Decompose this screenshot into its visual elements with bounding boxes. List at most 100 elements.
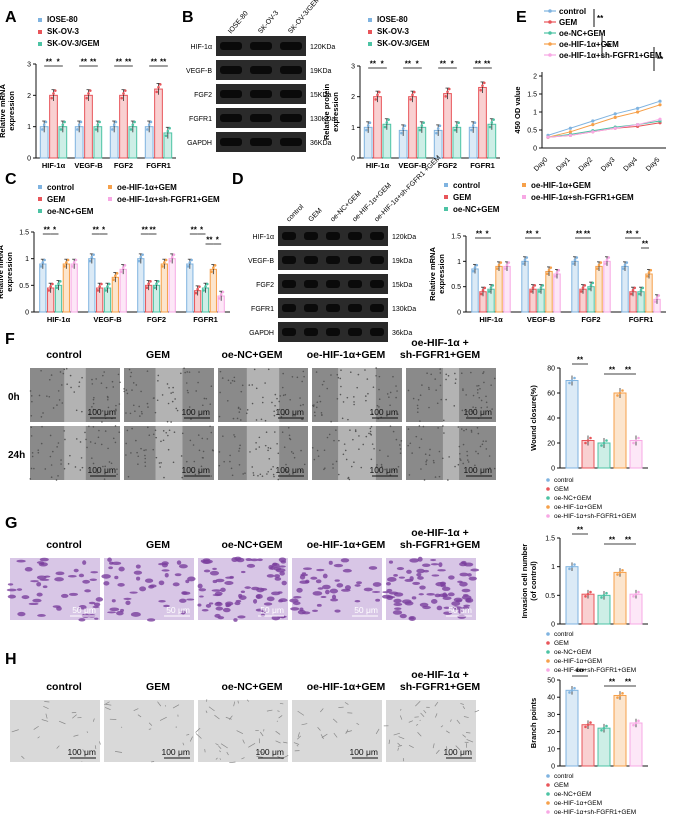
stained-cell xyxy=(238,593,243,598)
y-axis-label: expression xyxy=(331,92,340,132)
blot-row-label: FGFR1 xyxy=(189,116,212,123)
tube-branch xyxy=(332,718,338,723)
cell-dot xyxy=(372,386,375,389)
y-tick-label: 1.5 xyxy=(545,536,555,543)
cell-dot xyxy=(323,468,325,471)
cell-dot xyxy=(197,381,199,384)
blot-band xyxy=(220,42,242,50)
cell-dot xyxy=(387,455,389,457)
cell-dot xyxy=(176,409,179,412)
cell-dot xyxy=(338,439,340,442)
stained-cell xyxy=(388,560,394,564)
sig-label: * xyxy=(451,60,455,69)
data-point xyxy=(153,286,156,290)
data-point xyxy=(418,128,422,132)
sig-label: ** xyxy=(584,230,591,239)
cell-dot xyxy=(459,459,462,461)
data-point xyxy=(387,118,390,121)
stained-cell xyxy=(470,568,480,572)
stained-cell xyxy=(109,607,120,612)
legend-d-label: oe-NC+GEM xyxy=(453,205,500,214)
stained-cell xyxy=(317,587,324,590)
blot-row-label: FGF2 xyxy=(256,282,274,289)
data-point xyxy=(149,120,153,124)
cell-dot xyxy=(30,414,33,417)
data-point xyxy=(603,262,607,265)
data-point xyxy=(616,573,619,576)
y-tick-label: 1 xyxy=(457,259,461,266)
cell-dot xyxy=(232,417,235,420)
blot-kda-label: 130KDa xyxy=(310,116,335,123)
bar xyxy=(70,263,78,313)
scale-bar-label: 100 μm xyxy=(87,407,116,417)
cell-dot xyxy=(276,397,278,400)
cell-dot xyxy=(463,429,465,432)
data-point xyxy=(123,264,127,267)
data-point xyxy=(141,253,144,256)
cell-dot xyxy=(264,419,267,422)
tube-branch xyxy=(86,731,88,733)
cell-dot xyxy=(378,388,380,391)
tube-branch xyxy=(172,704,180,709)
data-point xyxy=(168,126,171,130)
micrograph: 100 μm xyxy=(123,367,214,423)
stained-cell xyxy=(244,586,252,589)
cell-dot xyxy=(285,463,287,466)
series-line xyxy=(547,118,661,138)
cell-dot xyxy=(181,476,184,479)
cell-dot xyxy=(209,425,211,428)
legend-swatch xyxy=(546,650,550,654)
blot-band xyxy=(282,256,296,264)
panel-label-a: A xyxy=(5,9,17,26)
legend-b-label: IOSE-80 xyxy=(377,15,408,24)
cell-dot xyxy=(483,381,485,384)
data-point xyxy=(645,274,649,278)
data-point xyxy=(584,441,587,445)
data-point xyxy=(50,96,53,100)
tube-branch xyxy=(275,740,281,744)
stained-cell xyxy=(463,562,474,567)
stained-cell xyxy=(316,603,322,607)
legend-e-label: control xyxy=(559,7,586,16)
lane-label: control xyxy=(285,203,305,223)
panel-label-h: H xyxy=(5,651,17,668)
stained-cell xyxy=(179,598,187,603)
stained-cell xyxy=(111,561,122,566)
data-point xyxy=(79,120,83,124)
cell-dot xyxy=(318,395,321,397)
data-point xyxy=(146,128,149,131)
stained-cell xyxy=(130,611,141,617)
column-header-h: oe-NC+GEM xyxy=(222,681,283,693)
stained-cell xyxy=(278,557,287,563)
y-tick-label: 0.5 xyxy=(451,284,461,291)
data-point xyxy=(366,124,370,127)
cell-dot xyxy=(353,396,355,398)
data-point xyxy=(106,285,109,288)
data-point xyxy=(605,258,609,262)
cell-dot xyxy=(172,461,175,464)
cell-dot xyxy=(291,375,294,378)
cell-dot xyxy=(332,463,334,465)
cell-dot xyxy=(200,465,203,468)
cell-dot xyxy=(358,448,360,450)
cell-dot xyxy=(424,453,427,456)
cell-dot xyxy=(50,464,53,466)
stained-cell xyxy=(275,568,286,573)
cell-dot xyxy=(277,452,280,455)
cell-dot xyxy=(378,375,381,378)
tube-branch xyxy=(276,720,279,722)
x-tick-label: FGFR1 xyxy=(629,315,654,324)
data-point xyxy=(479,292,483,296)
series-point xyxy=(591,119,595,123)
y-tick-label: 1 xyxy=(27,124,31,131)
stained-cell xyxy=(331,594,337,600)
legend-swatch xyxy=(546,641,550,645)
scale-bar-label: 100 μm xyxy=(87,465,116,475)
legend-a-swatch xyxy=(38,18,42,22)
cell-dot xyxy=(236,417,239,420)
chart-c xyxy=(31,231,230,313)
data-point xyxy=(589,436,592,440)
stained-cell xyxy=(187,576,196,582)
scale-bar-label: 100 μm xyxy=(463,407,492,417)
cell-dot xyxy=(239,408,242,410)
